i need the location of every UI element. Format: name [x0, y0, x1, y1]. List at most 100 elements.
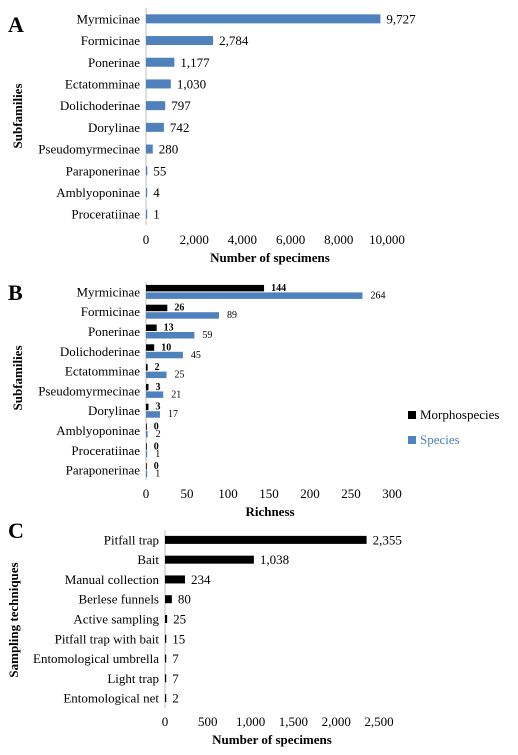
- panel-b-data-label-species-formicinae: 89: [227, 310, 237, 321]
- legend-label-species: Species: [420, 432, 460, 447]
- panel-a-bar-ponerinae: [146, 57, 175, 67]
- panel-c-data-label-entomological-umbrella: 7: [172, 651, 179, 666]
- panel-a-bar-paraponerinae: [146, 166, 148, 176]
- panel-b-category-label-myrmicinae: Myrmicinae: [76, 284, 140, 299]
- panel-c-letter: C: [8, 518, 24, 543]
- panel-c-x-tick-label: 500: [198, 714, 218, 729]
- panel-a-x-tick-label: 4,000: [228, 232, 257, 247]
- panel-c-bar-active-sampling: [165, 615, 168, 623]
- panel-a-data-label-proceratiinae: 1: [153, 207, 160, 222]
- panel-c-xlabel: Number of specimens: [212, 732, 332, 747]
- panel-b-category-label-proceratiinae: Proceratiinae: [71, 443, 140, 458]
- panel-b-bar-species-formicinae: [146, 312, 219, 319]
- panel-b-x-tick-label: 50: [181, 486, 194, 501]
- panel-c-ylabel: Sampling techniques: [6, 562, 21, 677]
- panel-a-data-label-amblyoponinae: 4: [153, 185, 160, 200]
- panel-a-ylabel: Subfamilies: [10, 83, 25, 148]
- panel-b-data-label-morphospecies-dorylinae: 3: [155, 402, 160, 413]
- panel-c-bar-light-trap: [165, 674, 167, 683]
- panel-a-bar-myrmicinae: [146, 14, 381, 24]
- panel-c-data-label-pitfall-trap: 2,355: [373, 532, 402, 547]
- panel-c-bar-bait: [165, 555, 254, 564]
- panel-a-data-label-ectatomminae: 1,030: [177, 76, 206, 91]
- panel-a-bar-pseudomyrmecinae: [146, 144, 153, 154]
- panel-a-category-label-ectatomminae: Ectatomminae: [65, 76, 140, 91]
- panel-a-category-label-dolichoderinae: Dolichoderinae: [60, 98, 140, 113]
- panel-a-xlabel: Number of specimens: [210, 250, 330, 265]
- panel-b-data-label-species-pseudomyrmecinae: 21: [171, 389, 181, 400]
- panel-a-x-tick-label: 2,000: [180, 232, 209, 247]
- panel-b-category-label-ectatomminae: Ectatomminae: [65, 364, 140, 379]
- panel-c-data-label-light-trap: 7: [172, 671, 179, 686]
- panel-b-data-label-morphospecies-proceratiinae: 0: [154, 441, 159, 452]
- panel-c-x-tick-label: 1,000: [236, 714, 265, 729]
- panel-a-bar-ectatomminae: [146, 79, 171, 89]
- panel-a-bar-formicinae: [146, 36, 214, 46]
- panel-b-data-label-morphospecies-paraponerinae: 0: [154, 461, 159, 472]
- legend-label-morphospecies: Morphospecies: [420, 407, 499, 422]
- panel-b-x-tick-label: 200: [300, 486, 320, 501]
- panel-a-x-tick-label: 8,000: [324, 232, 353, 247]
- panel-c-category-label-entomological-umbrella: Entomological umbrella: [33, 651, 159, 666]
- panel-b-data-label-species-amblyoponinae: 2: [156, 429, 161, 440]
- panel-b-x-tick-label: 100: [218, 486, 238, 501]
- panel-a-data-label-dorylinae: 742: [170, 120, 190, 135]
- panel-b-bar-species-proceratiinae: [146, 450, 148, 458]
- panel-a-bar-proceratiinae: [146, 209, 148, 219]
- panel-b-ylabel: Subfamilies: [10, 345, 25, 410]
- panel-a-bar-amblyoponinae: [146, 187, 148, 197]
- panel-b-x-tick-label: 250: [341, 486, 361, 501]
- panel-a-x-tick-label: 6,000: [276, 232, 305, 247]
- panel-b: B Subfamilies Richness Morphospecies Spe…: [8, 280, 499, 519]
- panel-c-bar-entomological-umbrella: [165, 654, 167, 663]
- panel-b-bar-morphospecies-ectatomminae: [146, 364, 148, 371]
- panel-c-x-tick-label: 1,500: [279, 714, 308, 729]
- panel-c-category-label-pitfall-trap-with-bait: Pitfall trap with bait: [55, 631, 160, 646]
- panel-a-data-label-dolichoderinae: 797: [171, 98, 191, 113]
- panel-a-category-label-pseudomyrmecinae: Pseudomyrmecinae: [38, 142, 140, 157]
- panel-a-category-label-formicinae: Formicinae: [81, 33, 140, 48]
- panel-b-data-label-morphospecies-ectatomminae: 2: [155, 362, 160, 373]
- panel-c-x-tick-label: 2,000: [322, 714, 351, 729]
- panel-a-bar-dolichoderinae: [146, 101, 166, 111]
- panel-c-bar-pitfall-trap-with-bait: [165, 634, 167, 643]
- panel-b-x-tick-label: 300: [382, 486, 402, 501]
- panel-b-data-label-morphospecies-myrmicinae: 144: [271, 283, 286, 294]
- panel-a-data-label-pseudomyrmecinae: 280: [159, 142, 179, 157]
- panel-c-bar-berlese-funnels: [165, 595, 172, 604]
- panel-b-bar-morphospecies-dorylinae: [146, 403, 149, 411]
- panel-b-bar-morphospecies-dolichoderinae: [146, 344, 155, 351]
- panel-c-x-tick-label: 0: [162, 714, 169, 729]
- panel-b-bar-species-ponerinae: [146, 332, 195, 339]
- panel-b-category-label-formicinae: Formicinae: [81, 304, 140, 319]
- panel-b-category-label-amblyoponinae: Amblyoponinae: [56, 423, 140, 438]
- panel-c-data-label-manual-collection: 234: [191, 572, 211, 587]
- panel-b-data-label-species-dorylinae: 17: [168, 409, 178, 420]
- panel-a-data-label-paraponerinae: 55: [153, 163, 166, 178]
- panel-b-bar-morphospecies-amblyoponinae: [146, 423, 147, 430]
- panel-a-category-label-amblyoponinae: Amblyoponinae: [56, 185, 140, 200]
- panel-c-data-label-berlese-funnels: 80: [178, 592, 191, 607]
- panel-c-bar-manual-collection: [165, 575, 186, 584]
- panel-b-data-label-species-paraponerinae: 1: [155, 469, 160, 480]
- panel-c-data-label-pitfall-trap-with-bait: 15: [172, 631, 185, 646]
- panel-c-data-label-entomological-net: 2: [172, 691, 179, 706]
- panel-b-bar-species-pseudomyrmecinae: [146, 391, 164, 398]
- panel-b-data-label-species-dolichoderinae: 45: [191, 350, 201, 361]
- panel-c-plot: 0 500 1,000 1,500 2,000 2,500 Pitfall trap 2,35…: [33, 530, 402, 729]
- panel-a-category-label-myrmicinae: Myrmicinae: [76, 11, 140, 26]
- panel-c-data-label-active-sampling: 25: [173, 612, 186, 627]
- panel-b-bar-morphospecies-ponerinae: [146, 324, 157, 331]
- panel-a-data-label-formicinae: 2,784: [219, 33, 249, 48]
- panel-c-bar-pitfall-trap: [165, 535, 367, 544]
- panel-c-category-label-entomological-net: Entomological net: [63, 691, 159, 706]
- panel-a-data-label-myrmicinae: 9,727: [386, 11, 416, 26]
- panel-c-category-label-pitfall-trap: Pitfall trap: [104, 532, 159, 547]
- panel-c-category-label-berlese-funnels: Berlese funnels: [78, 592, 159, 607]
- panel-b-bar-species-dorylinae: [146, 411, 160, 418]
- panel-c-x-tick-label: 2,500: [364, 714, 393, 729]
- panel-a-category-label-ponerinae: Ponerinae: [88, 55, 140, 70]
- panel-b-data-label-morphospecies-dolichoderinae: 10: [161, 342, 171, 353]
- panel-a: A Subfamilies Number of specimens 0 2,000…: [8, 8, 416, 265]
